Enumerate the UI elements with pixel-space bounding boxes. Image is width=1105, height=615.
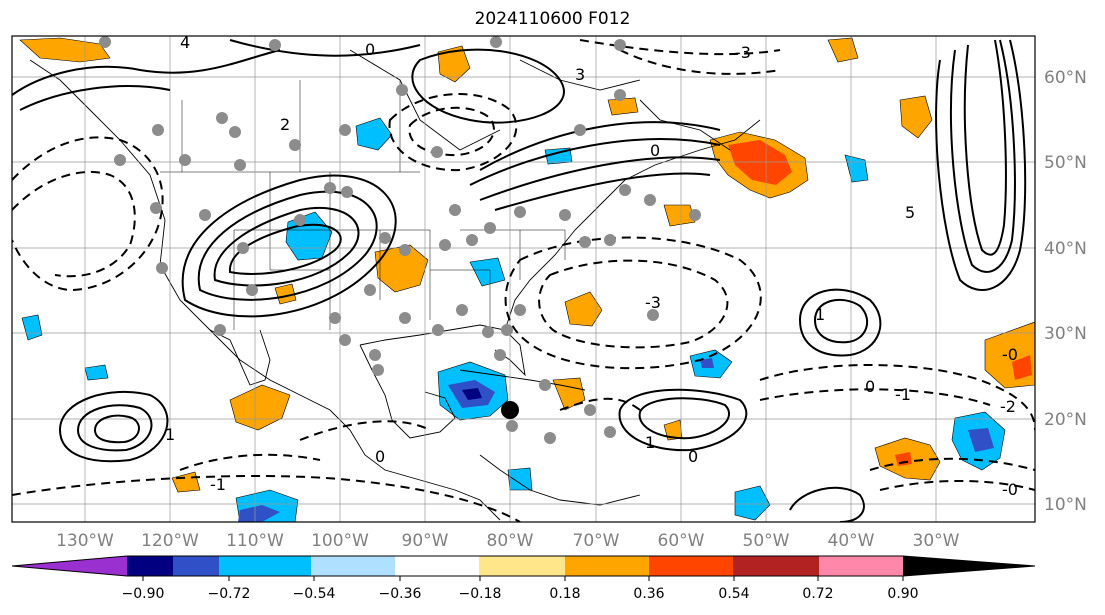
colorbar-tick-label: 0.90 [887, 586, 918, 602]
contour-label: -0 [1002, 480, 1018, 499]
contour-label: 3 [575, 65, 585, 84]
contour-label: 5 [905, 203, 915, 222]
lat-label: 20°N [1044, 410, 1087, 430]
station-dots [99, 36, 701, 444]
lat-label: 60°N [1044, 68, 1087, 88]
colorbar-tick-label: 0.54 [718, 586, 749, 602]
contour-label: -1 [895, 385, 911, 404]
solid-contours [12, 39, 1027, 522]
lat-label: 40°N [1044, 239, 1087, 259]
colorbar-segment [219, 556, 311, 576]
colorbar-segment [479, 556, 565, 576]
lon-label: 120°W [141, 531, 199, 551]
contour-label: 0 [365, 40, 375, 59]
lon-label: 40°W [828, 531, 875, 551]
colorbar-extend-low [12, 556, 127, 576]
contour-label: -0 [1002, 345, 1018, 364]
colorbar-tick-label: −0.72 [208, 586, 251, 602]
contour-label: 0 [865, 377, 875, 396]
map-frame [11, 35, 1036, 523]
lon-label: 110°W [226, 531, 284, 551]
colorbar-tick-label: 0.72 [802, 586, 833, 602]
lat-label: 30°N [1044, 324, 1087, 344]
contour-label: -2 [1000, 397, 1016, 416]
colorbar-tick-label: −0.18 [459, 586, 502, 602]
colorbar-extend-high [903, 556, 1035, 576]
positive-shading [19, 37, 1035, 493]
colorbar: −0.90 −0.72 −0.54 −0.36 −0.18 0.18 0.36 … [11, 555, 1036, 602]
colorbar-segment [819, 556, 903, 576]
lat-label: 50°N [1044, 153, 1087, 173]
contour-label: -3 [735, 43, 751, 62]
contour-label: 0 [650, 141, 660, 160]
colorbar-segment [649, 556, 733, 576]
contour-label: -3 [645, 293, 661, 312]
contour-label: 1 [815, 305, 825, 324]
lon-label: 130°W [56, 531, 114, 551]
colorbar-tick-label: −0.90 [122, 586, 165, 602]
contour-label: 1 [645, 433, 655, 452]
lon-label: 80°W [487, 531, 534, 551]
colorbar-segment [733, 556, 819, 576]
dashed-contours [12, 39, 1035, 522]
marker-dot [501, 401, 519, 419]
lat-label: 10°N [1044, 495, 1087, 515]
colorbar-segment [127, 556, 173, 576]
colorbar-segment [311, 556, 395, 576]
contour-label: 2 [280, 115, 290, 134]
negative-shading [21, 117, 1006, 522]
contour-label: -1 [210, 475, 226, 494]
contour-label: 0 [688, 447, 698, 466]
colorbar-segment [565, 556, 649, 576]
colorbar-ticks [142, 576, 904, 581]
lon-label: 70°W [573, 531, 620, 551]
contour-labels: 0 3 2 5 1 1 0 0 -1 -2 -0 -0 -3 0 -1 1 4 … [165, 33, 1018, 499]
contour-label: 1 [165, 425, 175, 444]
colorbar-tick-label: 0.18 [549, 586, 580, 602]
lon-label: 30°W [913, 531, 960, 551]
lon-label: 50°W [743, 531, 790, 551]
colorbar-tick-label: 0.36 [633, 586, 664, 602]
contour-label: 0 [375, 447, 385, 466]
map-title: 2024110600 F012 [474, 9, 631, 29]
colorbar-tick-label: −0.54 [293, 586, 336, 602]
longitude-labels: 130°W 120°W 110°W 100°W 90°W 80°W 70°W 6… [56, 531, 960, 551]
colorbar-tick-label: −0.36 [379, 586, 422, 602]
colorbar-segment [395, 556, 479, 576]
latitude-labels: 60°N 50°N 40°N 30°N 20°N 10°N [1044, 68, 1087, 515]
colorbar-segment [173, 556, 219, 576]
lon-label: 90°W [402, 531, 449, 551]
lon-label: 60°W [658, 531, 705, 551]
lon-label: 100°W [311, 531, 369, 551]
contour-label: 4 [180, 33, 190, 52]
